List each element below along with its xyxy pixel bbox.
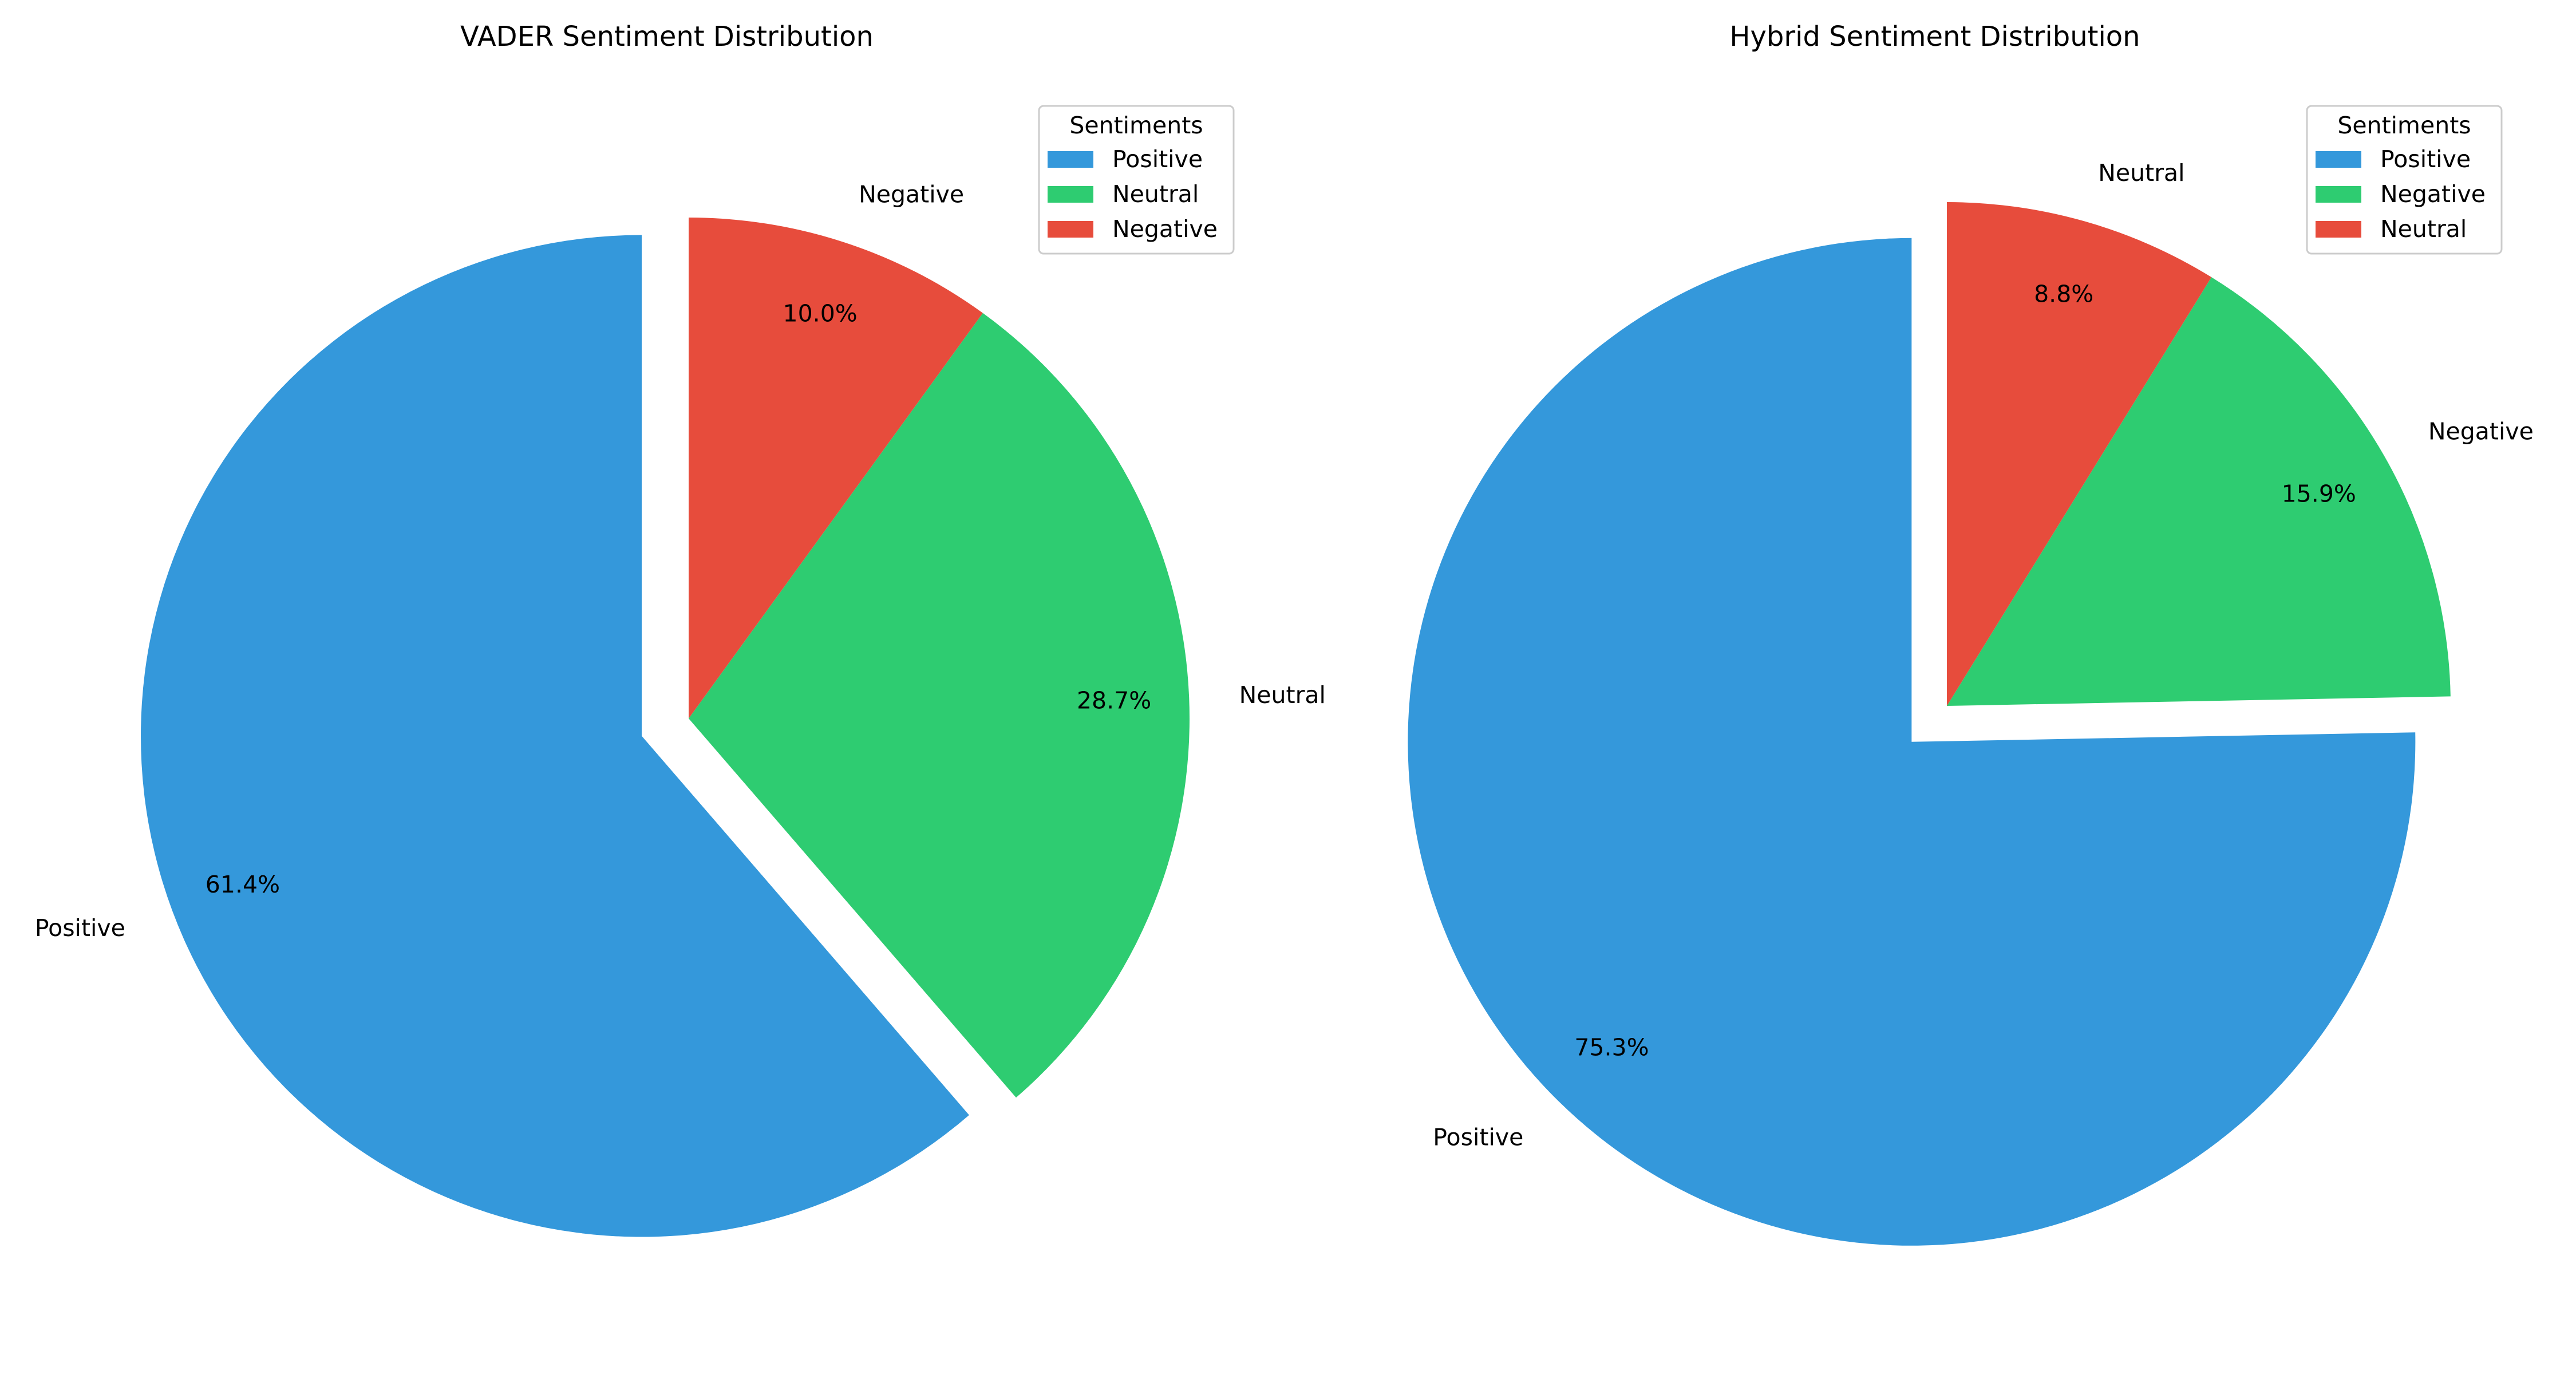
vader-legend-entry-2: Neutral	[1112, 180, 1199, 208]
vader-legend-swatch-3	[1048, 221, 1093, 238]
hybrid-legend-swatch-2	[2316, 186, 2361, 203]
hybrid-pct-label-positive: 75.3%	[1574, 1034, 1649, 1061]
vader-legend: Sentiments Positive Neutral Negative	[1038, 105, 1235, 255]
vader-legend-swatch-2	[1048, 186, 1093, 203]
hybrid-slice-label-negative: Negative	[2428, 417, 2534, 445]
vader-slice-negative	[689, 218, 983, 718]
vader-pct-label-neutral: 28.7%	[1077, 686, 1151, 714]
hybrid-pie: 75.3% Positive 15.9% Negative 8.8% Neutral	[1408, 159, 2534, 1246]
hybrid-slice-positive	[1408, 238, 2416, 1246]
hybrid-legend-entry-2: Negative	[2380, 180, 2486, 208]
hybrid-pct-label-negative: 15.9%	[2282, 480, 2356, 507]
vader-legend-title: Sentiments	[1069, 112, 1203, 139]
vader-slice-neutral	[689, 313, 1190, 1098]
hybrid-slice-negative	[1947, 277, 2451, 706]
vader-pie: 61.4% Positive 28.7% Neutral 10.0% Negative	[35, 181, 1326, 1237]
hybrid-legend: Sentiments Positive Negative Neutral	[2306, 105, 2503, 255]
hybrid-legend-swatch-1	[2316, 151, 2361, 168]
hybrid-legend-swatch-3	[2316, 221, 2361, 238]
vader-legend-entry-3: Negative	[1112, 215, 1218, 243]
hybrid-pct-label-neutral: 8.8%	[2034, 280, 2093, 307]
vader-chart-title: VADER Sentiment Distribution	[460, 21, 874, 53]
vader-slice-label-negative: Negative	[859, 181, 964, 208]
vader-legend-frame	[1038, 105, 1235, 255]
hybrid-chart: Hybrid Sentiment Distribution 75.3% Posit…	[1408, 21, 2534, 1246]
vader-slice-positive	[140, 235, 969, 1237]
hybrid-legend-title: Sentiments	[2337, 112, 2471, 139]
hybrid-legend-entry-3: Neutral	[2380, 215, 2467, 243]
hybrid-slice-neutral	[1947, 202, 2212, 706]
vader-legend-entry-1: Positive	[1112, 145, 1203, 173]
hybrid-chart-title: Hybrid Sentiment Distribution	[1729, 21, 2140, 53]
vader-legend-swatch-1	[1048, 151, 1093, 168]
hybrid-slice-label-positive: Positive	[1433, 1124, 1523, 1151]
hybrid-legend-entry-1: Positive	[2380, 145, 2471, 173]
vader-chart: VADER Sentiment Distribution 61.4% Positi…	[35, 21, 1326, 1237]
hybrid-slice-label-neutral: Neutral	[2098, 159, 2184, 187]
vader-slice-label-neutral: Neutral	[1239, 681, 1326, 709]
vader-pct-label-negative: 10.0%	[783, 300, 857, 327]
hybrid-legend-frame	[2306, 105, 2503, 255]
vader-slice-label-positive: Positive	[35, 914, 125, 942]
vader-pct-label-positive: 61.4%	[206, 871, 280, 898]
